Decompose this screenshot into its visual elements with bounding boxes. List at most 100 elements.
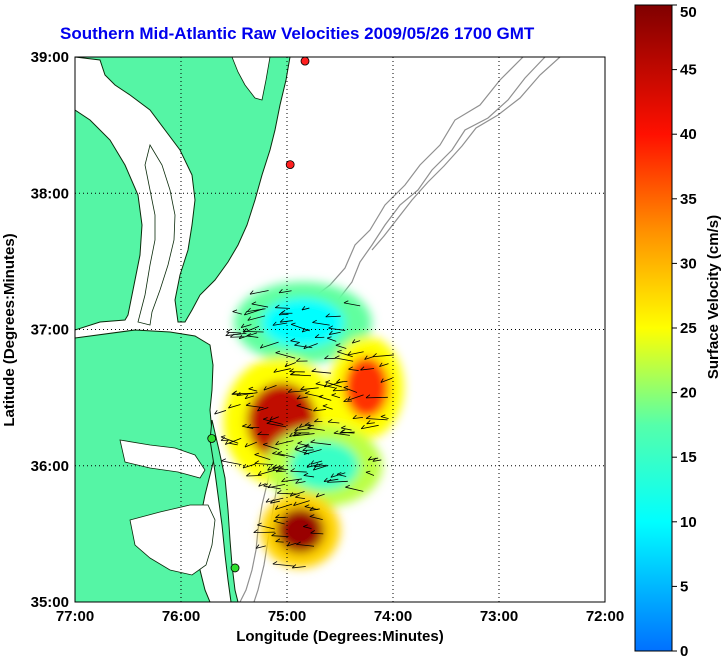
velocity-vector-head	[300, 386, 305, 391]
velocity-vector	[333, 432, 350, 436]
velocity-vector	[292, 566, 306, 569]
velocity-vector-head	[242, 463, 247, 469]
velocity-core-middle	[344, 356, 389, 419]
velocity-vector-head	[336, 472, 342, 475]
y-axis-label: Latitude (Degrees:Minutes)	[1, 233, 18, 426]
velocity-vector-head	[339, 429, 344, 434]
colorbar	[634, 4, 673, 652]
velocity-vector-head	[240, 323, 245, 328]
velocity-vector-head	[304, 422, 310, 426]
velocity-vector	[293, 433, 315, 437]
y-tick-label: 36:00	[31, 458, 69, 475]
velocity-vector-head	[304, 390, 310, 394]
velocity-vector-head	[351, 339, 356, 344]
velocity-vector-head	[325, 380, 331, 383]
velocity-vector-head	[242, 423, 247, 427]
velocity-vector	[263, 444, 280, 450]
colorbar-tick-label: 15	[680, 449, 697, 466]
velocity-vector	[294, 428, 312, 431]
velocity-vector-head	[333, 430, 339, 434]
velocity-vector-head	[257, 407, 261, 412]
y-tick-label: 37:00	[31, 322, 69, 339]
velocity-vector-head	[275, 350, 281, 354]
velocity-vector-head	[272, 321, 277, 326]
velocity-vector-head	[296, 403, 302, 407]
velocity-vector-head	[246, 472, 251, 477]
velocity-vector-head	[259, 344, 264, 349]
velocity-vector-head	[364, 355, 368, 360]
velocity-vector	[335, 344, 347, 349]
velocity-vector-head	[340, 425, 346, 429]
velocity-vector-head	[255, 544, 260, 549]
velocity-vector	[293, 500, 310, 507]
velocity-vectors	[214, 289, 394, 569]
velocity-vector-head	[365, 415, 371, 419]
plot-frame	[74, 56, 606, 603]
velocity-vector-head	[335, 343, 341, 346]
velocity-vector-head	[295, 479, 300, 484]
land-western-shore	[75, 109, 143, 331]
velocity-vector	[248, 388, 258, 392]
velocity-vector-head	[297, 440, 303, 444]
velocity-vector	[336, 380, 348, 383]
velocity-vector-head	[372, 457, 377, 462]
x-tick-label: 77:00	[56, 608, 94, 625]
velocity-vector	[327, 480, 348, 483]
velocity-vector	[352, 416, 363, 420]
velocity-vector	[273, 368, 291, 373]
velocity-vector-head	[293, 501, 297, 506]
velocity-vector-head	[343, 300, 349, 304]
velocity-vector	[302, 449, 314, 451]
velocity-vector	[270, 500, 280, 504]
velocity-vector	[278, 290, 292, 294]
velocity-vector	[328, 327, 346, 331]
radar-station	[300, 57, 310, 66]
velocity-vector	[368, 457, 379, 461]
velocity-vector	[272, 469, 283, 472]
velocity-vector-head	[272, 467, 278, 471]
velocity-vector-head	[314, 418, 319, 423]
velocity-vector-head	[323, 477, 328, 482]
colorbar-label: Surface Velocity (cm/s)	[705, 215, 722, 379]
velocity-vector-head	[309, 514, 315, 517]
velocity-vector-head	[330, 473, 334, 478]
velocity-vector-head	[214, 410, 218, 415]
velocity-vector-head	[347, 396, 351, 401]
velocity-vector	[360, 368, 375, 371]
velocity-vector-head	[380, 414, 386, 417]
velocity-vector	[260, 341, 279, 349]
velocity-vector-head	[290, 338, 296, 342]
colorbar-tick-label: 10	[680, 514, 697, 531]
velocity-vector-head	[366, 420, 371, 425]
y-axis-ticks: 35:00 36:00 37:00 38:00 39:00	[31, 49, 69, 611]
velocity-vector	[221, 460, 242, 466]
velocity-vector	[304, 506, 318, 510]
velocity-vector-head	[247, 316, 252, 321]
velocity-vector	[242, 463, 256, 469]
velocity-vector	[307, 427, 325, 431]
velocity-vector	[214, 410, 227, 415]
velocity-vector	[327, 421, 340, 424]
velocity-vector	[225, 332, 247, 337]
velocity-vector	[352, 340, 361, 344]
colorbar-tick-label: 50	[680, 4, 697, 21]
velocity-vector-head	[372, 353, 377, 358]
velocity-vector	[280, 320, 293, 323]
velocity-vector	[364, 356, 375, 360]
velocity-vector	[347, 394, 364, 401]
velocity-vector	[310, 460, 323, 465]
velocity-vector-head	[348, 366, 353, 370]
velocity-vector-head	[244, 394, 249, 399]
velocity-vector	[365, 471, 375, 476]
velocity-vector	[366, 418, 388, 421]
velocity-vector-head	[242, 328, 248, 332]
velocity-vector	[258, 469, 275, 476]
velocity-vector	[329, 331, 341, 335]
velocity-vector-head	[228, 440, 234, 444]
x-tick-label: 73:00	[480, 608, 518, 625]
velocity-vector-head	[263, 386, 267, 391]
velocity-vector-head	[257, 431, 262, 435]
velocity-vector-head	[345, 484, 350, 488]
colorbar-tick-label: 45	[680, 62, 697, 79]
